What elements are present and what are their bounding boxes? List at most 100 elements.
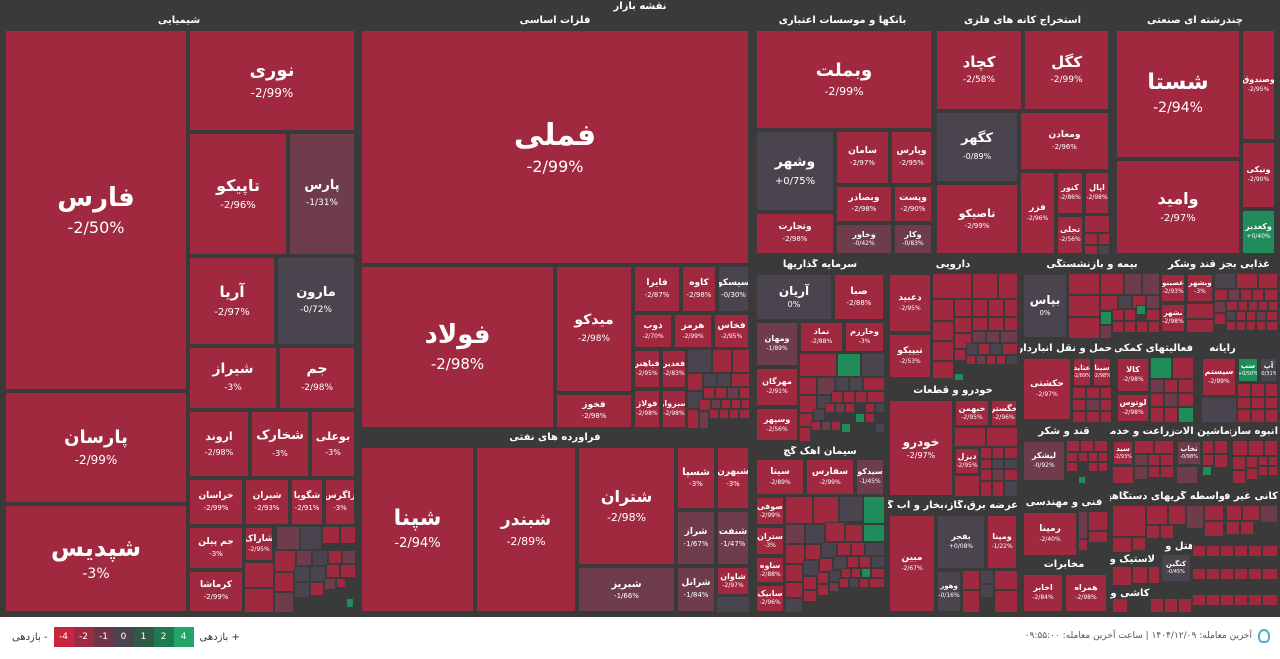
mini-tile[interactable] [1098, 452, 1108, 462]
tile-bouali[interactable]: بوعلی -3% [310, 410, 356, 478]
mini-tile[interactable] [1088, 511, 1108, 531]
mini-tile[interactable] [328, 550, 342, 564]
mini-tile[interactable] [1264, 289, 1278, 301]
mini-tile[interactable] [1072, 387, 1086, 399]
mini-tile[interactable] [346, 598, 354, 608]
mini-tile[interactable] [1148, 566, 1160, 584]
mini-tile[interactable] [859, 578, 869, 588]
mini-tile[interactable] [1160, 466, 1174, 478]
tile-mehrgan[interactable]: مهرگان -2/91% [755, 367, 799, 407]
mini-tile[interactable] [274, 572, 294, 592]
mini-tile[interactable] [785, 598, 803, 613]
tile-sharak[interactable]: شاراک -2/95% [244, 526, 274, 562]
mini-tile[interactable] [1160, 525, 1174, 539]
tile-khbahman[interactable]: خبهمن -2/95% [954, 399, 990, 427]
mini-tile[interactable] [1234, 594, 1248, 606]
tile-vkharazm[interactable]: وخارزم -3% [844, 321, 885, 353]
mini-tile[interactable] [869, 578, 885, 588]
mini-tile[interactable] [1226, 505, 1242, 521]
tile-mbin[interactable]: مبین -2/67% [888, 514, 936, 613]
mini-tile[interactable] [326, 564, 340, 578]
tile-shtran[interactable]: شتران -2/98% [577, 446, 676, 566]
tile-tapico[interactable]: تاپیکو -2/96% [188, 132, 288, 256]
tile-aria[interactable]: آریا -2/97% [188, 256, 276, 346]
tile-vsepehr[interactable]: وسپهر -2/56% [755, 407, 799, 442]
mini-tile[interactable] [1248, 440, 1264, 456]
mini-tile[interactable] [1178, 407, 1194, 423]
tile-sufi[interactable]: صوفی -2/99% [755, 496, 785, 526]
mini-tile[interactable] [803, 560, 819, 576]
mini-tile[interactable] [835, 377, 849, 391]
mini-tile[interactable] [992, 469, 1004, 481]
tile-kala[interactable]: کالا -2/98% [1116, 357, 1150, 393]
mini-tile[interactable] [831, 391, 843, 403]
mini-tile[interactable] [1186, 303, 1214, 319]
mini-tile[interactable] [732, 349, 750, 373]
tile-rmina[interactable]: رمپنا -2/40% [1022, 511, 1078, 557]
mini-tile[interactable] [994, 570, 1018, 590]
mini-tile[interactable] [1072, 411, 1086, 423]
mini-tile[interactable] [998, 273, 1018, 299]
tile-vkar[interactable]: وکار -0/83% [893, 223, 933, 255]
tile-vbmellat[interactable]: وبملت -2/99% [755, 29, 933, 130]
mini-tile[interactable] [1258, 466, 1268, 476]
mini-tile[interactable] [833, 556, 847, 570]
mini-tile[interactable] [699, 411, 709, 429]
mini-tile[interactable] [1088, 531, 1108, 543]
mini-tile[interactable] [799, 353, 837, 377]
mini-tile[interactable] [962, 570, 980, 590]
mini-tile[interactable] [954, 349, 966, 361]
mini-tile[interactable] [1078, 452, 1088, 462]
mini-tile[interactable] [1220, 545, 1234, 557]
mini-tile[interactable] [803, 590, 817, 602]
mini-tile[interactable] [841, 568, 851, 578]
mini-tile[interactable] [1268, 466, 1278, 476]
mini-tile[interactable] [1006, 355, 1018, 365]
mini-tile[interactable] [1178, 598, 1192, 613]
mini-tile[interactable] [1234, 545, 1248, 557]
tile-saman[interactable]: سامان -2/97% [835, 130, 890, 185]
mini-tile[interactable] [294, 582, 310, 598]
tile-shavan[interactable]: شاوان -2/97% [716, 566, 750, 596]
tile-maroun[interactable]: مارون -0/72% [276, 256, 356, 346]
mini-tile[interactable] [831, 421, 841, 431]
mini-tile[interactable] [1136, 305, 1146, 315]
mini-tile[interactable] [954, 317, 972, 333]
mini-tile[interactable] [1192, 568, 1206, 580]
mini-tile[interactable] [851, 542, 865, 556]
tile-kchad[interactable]: کچاد -2/58% [935, 29, 1023, 111]
mini-tile[interactable] [300, 526, 322, 550]
mini-tile[interactable] [829, 570, 841, 582]
tile-faira[interactable]: فایرا -2/87% [633, 265, 681, 313]
tile-seid[interactable]: سید -2/93% [1112, 440, 1134, 466]
tile-shgouya[interactable]: شگویا -2/91% [290, 478, 324, 526]
mini-tile[interactable] [1112, 598, 1128, 613]
mini-tile[interactable] [1256, 311, 1266, 321]
mini-tile[interactable] [990, 343, 1002, 355]
tile-shiran[interactable]: شیران -2/93% [244, 478, 290, 526]
tile-fkhas[interactable]: فخاس -2/95% [713, 313, 750, 349]
tile-femli[interactable]: فملی -2/99% [360, 29, 750, 265]
mini-tile[interactable] [1246, 468, 1258, 480]
mini-tile[interactable] [1086, 399, 1100, 411]
tile-saba[interactable]: صبا -2/88% [833, 273, 885, 321]
tile-vshahr[interactable]: وشهر +0/75% [755, 130, 835, 212]
mini-tile[interactable] [1134, 454, 1148, 466]
tile-midco[interactable]: میدکو -2/98% [555, 265, 633, 393]
tile-bshahr[interactable]: بشهر -2/98% [1160, 303, 1186, 333]
tile-vsaderat[interactable]: وبصادر -2/98% [835, 185, 893, 223]
mini-tile[interactable] [1078, 511, 1088, 539]
mini-tile[interactable] [310, 566, 326, 582]
mini-tile[interactable] [1251, 409, 1265, 423]
tile-vsandogh[interactable]: وصندوق -2/95% [1241, 29, 1276, 141]
mini-tile[interactable] [1148, 454, 1160, 466]
tile-sita[interactable]: سیتا -2/89% [755, 458, 805, 496]
mini-tile[interactable] [1124, 321, 1136, 333]
tile-vtejarat[interactable]: وتجارت -2/98% [755, 212, 835, 255]
tile-namad[interactable]: نماد -2/88% [799, 321, 844, 353]
mini-tile[interactable] [1112, 466, 1134, 484]
mini-tile[interactable] [1226, 321, 1236, 331]
mini-tile[interactable] [716, 596, 750, 613]
mini-tile[interactable] [1214, 440, 1228, 454]
mini-tile[interactable] [1150, 357, 1172, 379]
